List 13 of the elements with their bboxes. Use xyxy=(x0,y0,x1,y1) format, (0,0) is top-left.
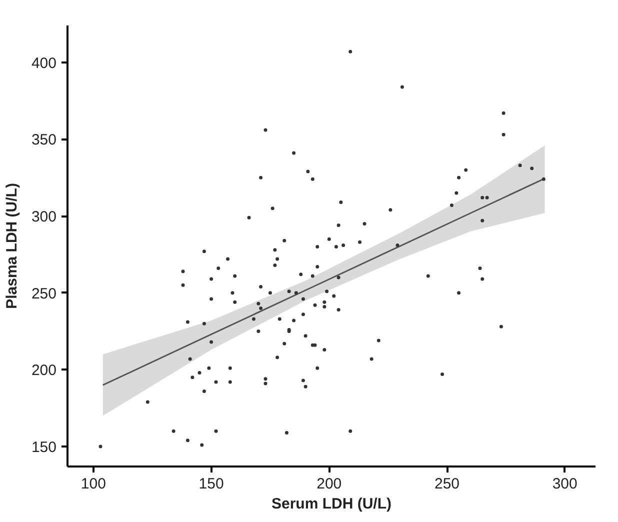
x-tick-label: 250 xyxy=(434,476,460,492)
y-tick-label: 300 xyxy=(31,208,57,226)
x-tick-label: 300 xyxy=(552,476,578,492)
x-tick-label: 100 xyxy=(80,476,106,492)
y-axis-title: Plasma LDH (U/L) xyxy=(3,183,20,309)
x-axis-title: Serum LDH (U/L) xyxy=(272,496,392,512)
y-tick-label: 400 xyxy=(31,54,57,72)
y-tick-label: 250 xyxy=(31,285,57,302)
y-tick-label: 350 xyxy=(31,132,57,149)
y-tick-label: 150 xyxy=(31,439,57,456)
x-tick-label: 150 xyxy=(198,476,224,492)
x-tick-label: 200 xyxy=(316,476,342,492)
y-tick-label: 200 xyxy=(31,362,57,380)
